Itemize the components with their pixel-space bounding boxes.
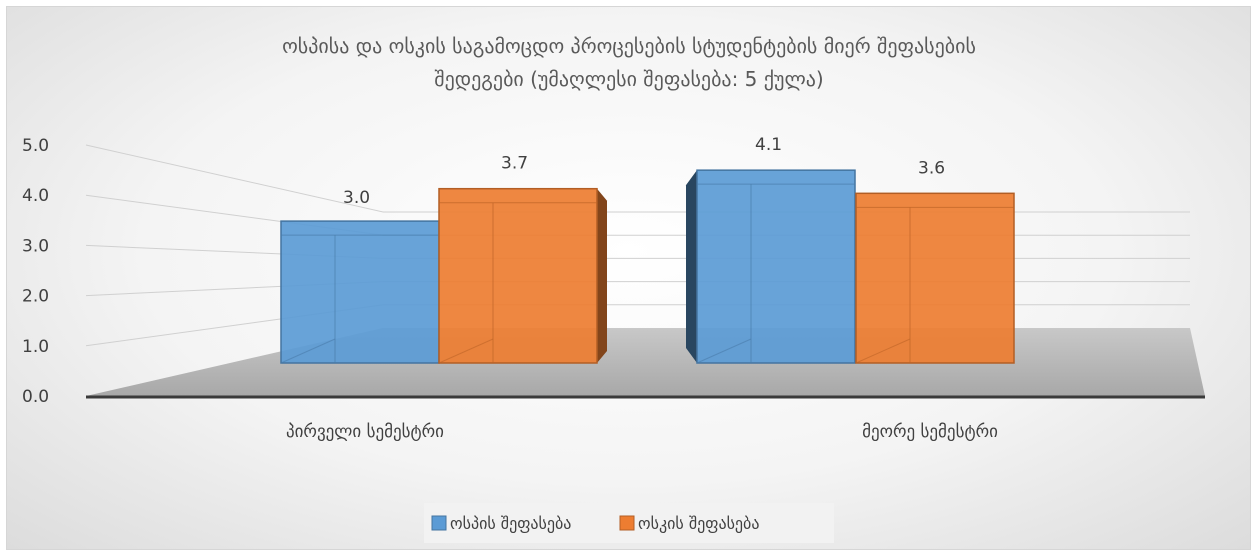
data-label: 3.6 bbox=[918, 158, 945, 178]
y-tick-label: 0.0 bbox=[22, 387, 49, 407]
y-tick-label: 2.0 bbox=[22, 287, 49, 307]
data-label: 4.1 bbox=[755, 135, 782, 155]
x-axis-categories: პირველი სემესტრი მეორე სემესტრი bbox=[286, 422, 998, 442]
floor-plane bbox=[86, 328, 1205, 396]
bar-front-face bbox=[855, 192, 1015, 364]
y-tick-label: 1.0 bbox=[22, 337, 49, 357]
y-axis-ticks: 0.0 1.0 2.0 3.0 4.0 5.0 bbox=[22, 136, 49, 407]
bar bbox=[855, 192, 1015, 364]
legend-entry-label: ოსკის შეფასება bbox=[638, 514, 759, 533]
bar-inner-edge bbox=[855, 338, 911, 364]
bar-front-face bbox=[696, 169, 856, 364]
chart-title-line-2: შედეგები (უმაღლესი შეფასება: 5 ქულა) bbox=[434, 67, 823, 91]
chart-title-line-1: ოსპისა და ოსკის საგამოცდო პროცესების სტუ… bbox=[282, 34, 976, 58]
bar-side-face bbox=[686, 170, 697, 363]
bar bbox=[280, 220, 440, 364]
bar-inner-edge bbox=[438, 338, 494, 364]
bar-side-face bbox=[597, 188, 607, 363]
y-tick-label: 4.0 bbox=[22, 186, 49, 206]
bar-inner-edge bbox=[696, 338, 752, 364]
x-category-label: მეორე სემესტრი bbox=[862, 422, 998, 442]
legend-entry-label: ოსპის შეფასება bbox=[450, 514, 571, 533]
legend: ოსპის შეფასება ოსკის შეფასება bbox=[424, 503, 834, 543]
gridline-side bbox=[85, 144, 384, 213]
bar-front-face bbox=[280, 220, 440, 364]
bar-front-face bbox=[438, 187, 598, 364]
gridlines bbox=[85, 144, 1190, 347]
legend-swatch bbox=[431, 515, 447, 531]
data-label: 3.0 bbox=[343, 188, 370, 208]
bar-inner-edge bbox=[280, 338, 336, 364]
legend-swatch bbox=[619, 515, 635, 531]
data-label: 3.7 bbox=[501, 154, 528, 174]
chart-title: ოსპისა და ოსკის საგამოცდო პროცესების სტუ… bbox=[282, 34, 976, 91]
bar bbox=[438, 187, 607, 364]
y-tick-label: 3.0 bbox=[22, 236, 49, 256]
chart-floor bbox=[86, 328, 1205, 399]
bar-series bbox=[280, 169, 1015, 364]
bar bbox=[686, 169, 856, 364]
x-category-label: პირველი სემესტრი bbox=[286, 422, 444, 442]
y-tick-label: 5.0 bbox=[22, 136, 49, 156]
data-labels: 3.0 3.7 4.1 3.6 bbox=[343, 135, 945, 208]
chart-area bbox=[6, 6, 1251, 550]
